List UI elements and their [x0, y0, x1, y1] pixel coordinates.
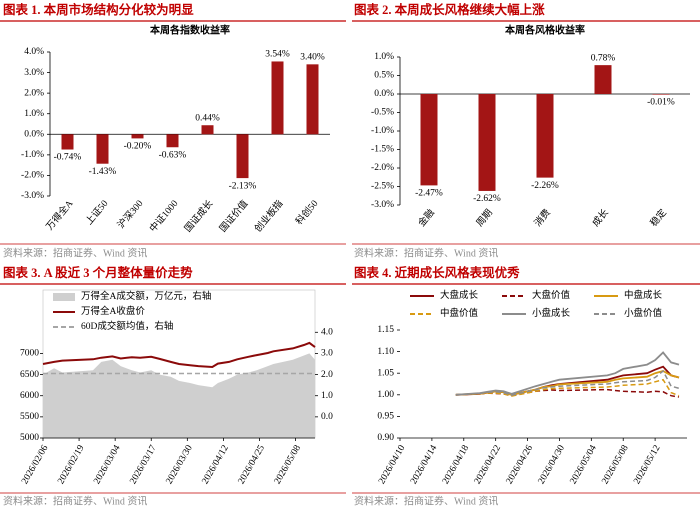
value-label: -0.01% — [647, 98, 675, 108]
y-tick-label: 2.0% — [24, 88, 44, 98]
bar — [652, 94, 670, 95]
bar — [478, 94, 496, 191]
legend-label: 中盘成长 — [624, 289, 663, 301]
line — [455, 378, 680, 397]
y-tick-label: 1.0% — [374, 52, 394, 62]
source: 资料来源：招商证券、Wind 资讯 — [354, 494, 498, 507]
bar — [166, 134, 179, 148]
y-tick-label: 5000 — [20, 433, 39, 443]
y-tick-label: -1.5% — [371, 145, 394, 155]
source: 资料来源：招商证券、Wind 资讯 — [3, 494, 147, 507]
y-tick-label: 1.15 — [377, 325, 394, 335]
line — [455, 369, 680, 396]
bar — [61, 134, 74, 150]
y-tick-label: 1.00 — [377, 390, 394, 400]
y-tick-label: 1.10 — [377, 347, 394, 357]
value-label: -2.47% — [415, 189, 443, 199]
line — [455, 351, 680, 396]
legend-label: 万得全A收盘价 — [81, 305, 145, 317]
legend-label: 大盘成长 — [440, 289, 479, 301]
y-tick-label: -1.0% — [371, 126, 394, 136]
y-tick-label: 5500 — [20, 412, 39, 422]
y2-tick-label: 2.0 — [321, 370, 333, 380]
y-tick-label: 3.0% — [24, 68, 44, 78]
source: 资料来源：招商证券、Wind 资讯 — [354, 246, 498, 259]
source: 资料来源：招商证券、Wind 资讯 — [3, 246, 147, 259]
legend-label: 小盘成长 — [532, 307, 571, 319]
y-tick-label: 0.0% — [374, 89, 394, 99]
heading: 图表 4. 近期成长风格表现优秀 — [354, 265, 520, 280]
value-label: 0.44% — [195, 113, 220, 123]
bar — [236, 134, 249, 179]
value-label: 3.40% — [300, 53, 325, 63]
line — [455, 388, 680, 398]
chart-title: 本周各指数收益率 — [150, 23, 230, 36]
heading: 图表 1. 本周市场结构分化较为明显 — [3, 2, 194, 17]
legend-label: 60D成交额均值，右轴 — [81, 320, 173, 332]
line — [42, 341, 316, 369]
value-label: -0.63% — [159, 150, 187, 160]
legend-label: 大盘价值 — [532, 289, 571, 301]
bar — [96, 134, 109, 164]
heading: 图表 3. A 股近 3 个月整体量价走势 — [3, 265, 193, 280]
y2-tick-label: 3.0 — [321, 349, 333, 359]
value-label: 3.54% — [265, 50, 290, 60]
bar — [594, 65, 612, 94]
y-tick-label: -2.5% — [371, 182, 394, 192]
y2-tick-label: 4.0 — [321, 327, 333, 337]
legend-label: 小盘价值 — [624, 307, 663, 319]
y-tick-label: 6500 — [20, 370, 39, 380]
y-tick-label: 0.0% — [24, 129, 44, 139]
value-label: -0.74% — [54, 153, 82, 163]
y-tick-label: 1.0% — [24, 109, 44, 119]
y-tick-label: -0.5% — [371, 108, 394, 118]
y-tick-label: 1.05 — [377, 368, 394, 378]
bar — [306, 64, 319, 135]
y-tick-label: -3.0% — [21, 191, 44, 201]
value-label: -0.20% — [124, 142, 152, 152]
heading: 图表 2. 本周成长风格继续大幅上涨 — [354, 2, 545, 17]
legend-swatch — [53, 293, 75, 301]
value-label: -2.13% — [229, 181, 257, 191]
y2-tick-label: 1.0 — [321, 391, 333, 401]
y-tick-label: -2.0% — [21, 171, 44, 181]
y-tick-label: 7000 — [20, 349, 39, 359]
area — [43, 353, 315, 438]
bar — [131, 134, 144, 139]
y-tick-label: 0.5% — [374, 71, 394, 81]
bar — [271, 61, 284, 135]
y-tick-label: 0.95 — [377, 412, 394, 422]
y-tick-label: 6000 — [20, 391, 39, 401]
legend-label: 万得全A成交额，万亿元，右轴 — [81, 290, 211, 302]
y-tick-label: 0.90 — [377, 433, 394, 443]
legend-label: 中盘价值 — [440, 307, 479, 319]
y2-tick-label: 0.0 — [321, 412, 333, 422]
value-label: -1.43% — [89, 167, 117, 177]
y-tick-label: -2.0% — [371, 163, 394, 173]
chart-title: 本周各风格收益率 — [505, 23, 585, 36]
value-label: -2.26% — [531, 181, 559, 191]
value-label: -2.62% — [473, 194, 501, 204]
bar — [420, 94, 438, 186]
bar — [201, 125, 214, 135]
bar — [536, 94, 554, 178]
y-tick-label: -1.0% — [21, 150, 44, 160]
y-tick-label: -3.0% — [371, 200, 394, 210]
y-tick-label: 4.0% — [24, 47, 44, 57]
value-label: 0.78% — [591, 53, 616, 63]
